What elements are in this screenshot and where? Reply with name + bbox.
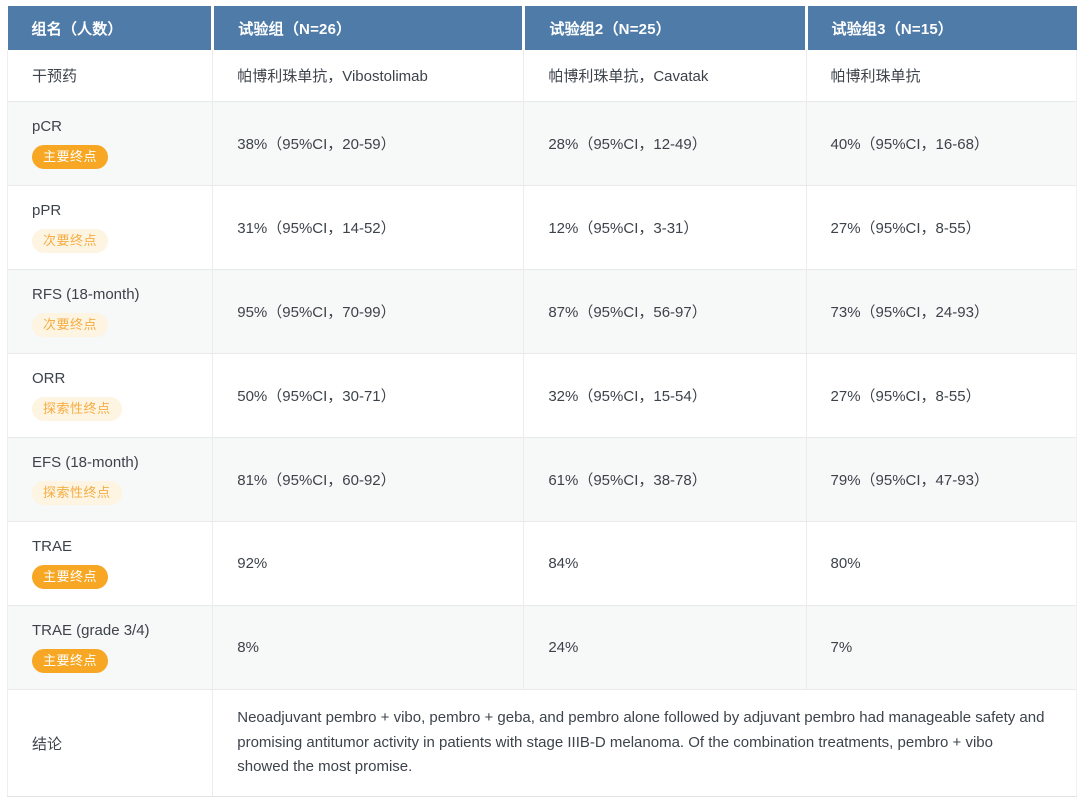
value-cell: 92%	[212, 521, 524, 606]
row-label: pCR	[32, 118, 63, 135]
value-cell: 80%	[805, 521, 1078, 606]
row-label-cell: pPR 次要终点	[6, 185, 213, 270]
table-body: 干预药 帕博利珠单抗，Vibostolimab 帕博利珠单抗，Cavatak 帕…	[6, 50, 1078, 797]
conclusion-cell: Neoadjuvant pembro + vibo, pembro + geba…	[212, 689, 1077, 797]
row-label: ORR	[32, 370, 66, 387]
value-cell: 帕博利珠单抗，Vibostolimab	[212, 50, 524, 102]
value-cell: 40%（95%CI，16-68）	[805, 101, 1078, 186]
endpoint-badge: 主要终点	[32, 565, 109, 589]
row-label: 结论	[32, 735, 63, 753]
table-row-conclusion: 结论 Neoadjuvant pembro + vibo, pembro + g…	[6, 689, 1077, 797]
value-cell: 87%（95%CI，56-97）	[523, 269, 807, 354]
value-cell: 73%（95%CI，24-93）	[805, 269, 1078, 354]
table-row-orr: ORR 探索性终点 50%（95%CI，30-71） 32%（95%CI，15-…	[6, 353, 1078, 438]
row-label: pPR	[32, 202, 62, 219]
value-cell: 7%	[805, 605, 1078, 690]
endpoint-badge: 次要终点	[32, 229, 109, 253]
row-label-cell: TRAE (grade 3/4) 主要终点	[6, 605, 213, 690]
conclusion-text: Neoadjuvant pembro + vibo, pembro + geba…	[237, 709, 1045, 776]
row-label-cell: 干预药	[6, 50, 213, 102]
row-label: RFS (18-month)	[32, 286, 140, 303]
row-label-cell: RFS (18-month) 次要终点	[6, 269, 213, 354]
row-label-cell: 结论	[6, 689, 213, 797]
value-cell: 24%	[523, 605, 807, 690]
row-label-cell: TRAE 主要终点	[6, 521, 213, 606]
value-cell: 12%（95%CI，3-31）	[523, 185, 807, 270]
column-header-arm-2: 试验组2（N=25）	[522, 6, 807, 50]
value-cell: 帕博利珠单抗	[805, 50, 1078, 102]
value-cell: 38%（95%CI，20-59）	[212, 101, 524, 186]
table-row-ppr: pPR 次要终点 31%（95%CI，14-52） 12%（95%CI，3-31…	[6, 185, 1078, 270]
value-cell: 27%（95%CI，8-55）	[805, 185, 1078, 270]
table-header: 组名（人数） 试验组（N=26） 试验组2（N=25） 试验组3（N=15）	[7, 6, 1077, 50]
value-cell: 81%（95%CI，60-92）	[212, 437, 524, 522]
endpoint-badge: 探索性终点	[32, 481, 122, 505]
value-cell: 50%（95%CI，30-71）	[212, 353, 524, 438]
table-row-pcr: pCR 主要终点 38%（95%CI，20-59） 28%（95%CI，12-4…	[6, 101, 1078, 186]
value-cell: 61%（95%CI，38-78）	[523, 437, 807, 522]
header-row: 组名（人数） 试验组（N=26） 试验组2（N=25） 试验组3（N=15）	[7, 6, 1077, 50]
value-cell: 27%（95%CI，8-55）	[805, 353, 1078, 438]
table-row-trae: TRAE 主要终点 92% 84% 80%	[6, 521, 1078, 606]
row-label-cell: pCR 主要终点	[6, 101, 213, 186]
endpoint-badge: 次要终点	[32, 313, 109, 337]
endpoint-badge: 主要终点	[32, 145, 109, 169]
column-header-arm-3: 试验组3（N=15）	[804, 6, 1077, 50]
table-row-trae-grade34: TRAE (grade 3/4) 主要终点 8% 24% 7%	[6, 605, 1078, 690]
row-label-cell: ORR 探索性终点	[6, 353, 213, 438]
column-header-arm-1: 试验组（N=26）	[211, 6, 524, 50]
value-cell: 79%（95%CI，47-93）	[805, 437, 1078, 522]
value-cell: 32%（95%CI，15-54）	[523, 353, 807, 438]
table-row-rfs: RFS (18-month) 次要终点 95%（95%CI，70-99） 87%…	[6, 269, 1078, 354]
value-cell: 31%（95%CI，14-52）	[212, 185, 524, 270]
value-cell: 28%（95%CI，12-49）	[523, 101, 807, 186]
table-row-intervention: 干预药 帕博利珠单抗，Vibostolimab 帕博利珠单抗，Cavatak 帕…	[6, 50, 1078, 102]
endpoint-badge: 探索性终点	[32, 397, 122, 421]
column-header-group-name: 组名（人数）	[7, 6, 213, 50]
row-label: TRAE	[32, 538, 73, 555]
value-cell: 95%（95%CI，70-99）	[212, 269, 524, 354]
trial-comparison-table: 组名（人数） 试验组（N=26） 试验组2（N=25） 试验组3（N=15） 干…	[6, 6, 1078, 797]
value-cell: 帕博利珠单抗，Cavatak	[523, 50, 807, 102]
value-cell: 8%	[212, 605, 524, 690]
endpoint-badge: 主要终点	[32, 649, 109, 673]
row-label: TRAE (grade 3/4)	[32, 622, 150, 639]
value-cell: 84%	[523, 521, 807, 606]
row-label: EFS (18-month)	[32, 454, 139, 471]
table-row-efs: EFS (18-month) 探索性终点 81%（95%CI，60-92） 61…	[6, 437, 1078, 522]
row-label: 干预药	[32, 68, 78, 85]
row-label-cell: EFS (18-month) 探索性终点	[6, 437, 213, 522]
